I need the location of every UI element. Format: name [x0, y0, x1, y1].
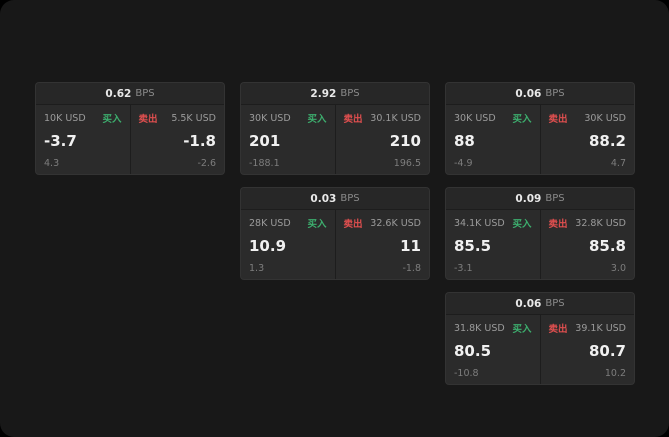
sell-delta: 10.2	[604, 368, 626, 379]
sell-amount: 39.1K USD	[575, 322, 626, 334]
spread-header: 0.09 BPS	[446, 188, 634, 210]
spread-value: 0.62	[105, 87, 132, 100]
bps-unit-label: BPS	[545, 298, 565, 309]
buy-delta: 1.3	[249, 263, 265, 274]
sell-label: 卖出	[343, 114, 363, 125]
buy-panel[interactable]: 30K USD 买入 201 -188.1	[241, 105, 335, 174]
sell-price: 80.7	[588, 342, 626, 360]
sell-label: 卖出	[548, 219, 568, 230]
spread-header: 2.92 BPS	[241, 83, 429, 105]
spread-value: 0.03	[310, 192, 337, 205]
sell-label: 卖出	[138, 114, 158, 125]
spread-header: 0.06 BPS	[446, 83, 634, 105]
sell-price: 85.8	[588, 237, 626, 255]
sell-amount: 32.8K USD	[575, 217, 626, 229]
spread-header: 0.06 BPS	[446, 293, 634, 315]
buy-label: 买入	[307, 114, 327, 125]
spread-header: 0.03 BPS	[241, 188, 429, 210]
sell-delta: 4.7	[610, 158, 626, 169]
sell-label: 卖出	[548, 324, 568, 335]
sell-panel[interactable]: 卖出 30K USD 88.2 4.7	[539, 105, 635, 174]
buy-amount: 28K USD	[249, 217, 291, 229]
sell-amount: 30.1K USD	[370, 112, 421, 124]
sell-amount: 32.6K USD	[370, 217, 421, 229]
sell-price: 11	[400, 237, 421, 255]
quote-card-body: 30K USD 买入 201 -188.1 卖出 30.1K USD 210 1…	[241, 105, 429, 174]
sell-panel[interactable]: 卖出 39.1K USD 80.7 10.2	[539, 315, 635, 384]
sell-amount: 5.5K USD	[171, 112, 216, 124]
bps-unit-label: BPS	[545, 193, 565, 204]
sell-delta: 3.0	[610, 263, 626, 274]
quote-card-body: 34.1K USD 买入 85.5 -3.1 卖出 32.8K USD 85.8…	[446, 210, 634, 279]
sell-panel[interactable]: 卖出 5.5K USD -1.8 -2.6	[129, 105, 225, 174]
buy-price: 88	[454, 132, 475, 150]
buy-amount: 34.1K USD	[454, 217, 505, 229]
quote-card: 2.92 BPS 30K USD 买入 201 -188.1 卖出 30.1K …	[240, 82, 430, 175]
quote-card: 0.62 BPS 10K USD 买入 -3.7 4.3 卖出 5.5K USD	[35, 82, 225, 175]
quote-card-body: 10K USD 买入 -3.7 4.3 卖出 5.5K USD -1.8 -2.…	[36, 105, 224, 174]
sell-panel[interactable]: 卖出 32.8K USD 85.8 3.0	[539, 210, 635, 279]
buy-amount: 31.8K USD	[454, 322, 505, 334]
buy-label: 买入	[307, 219, 327, 230]
buy-panel[interactable]: 30K USD 买入 88 -4.9	[446, 105, 540, 174]
buy-price: -3.7	[44, 132, 77, 150]
sell-delta: -1.8	[402, 263, 421, 274]
buy-delta: -3.1	[454, 263, 473, 274]
buy-label: 买入	[512, 324, 532, 335]
buy-delta: 4.3	[44, 158, 60, 169]
buy-panel[interactable]: 10K USD 买入 -3.7 4.3	[36, 105, 130, 174]
quote-card: 0.06 BPS 31.8K USD 买入 80.5 -10.8 卖出 39.1…	[445, 292, 635, 385]
buy-price: 85.5	[454, 237, 492, 255]
buy-price: 10.9	[249, 237, 287, 255]
buy-amount: 30K USD	[454, 112, 496, 124]
buy-panel[interactable]: 34.1K USD 买入 85.5 -3.1	[446, 210, 540, 279]
sell-price: -1.8	[183, 132, 216, 150]
sell-label: 卖出	[343, 219, 363, 230]
bps-unit-label: BPS	[545, 88, 565, 99]
spread-value: 0.06	[515, 297, 542, 310]
buy-label: 买入	[512, 114, 532, 125]
quote-card: 0.03 BPS 28K USD 买入 10.9 1.3 卖出 32.6K US…	[240, 187, 430, 280]
buy-delta: -188.1	[249, 158, 280, 169]
quote-card: 0.06 BPS 30K USD 买入 88 -4.9 卖出 30K USD	[445, 82, 635, 175]
quote-card-body: 28K USD 买入 10.9 1.3 卖出 32.6K USD 11 -1.8	[241, 210, 429, 279]
sell-delta: -2.6	[197, 158, 216, 169]
spread-header: 0.62 BPS	[36, 83, 224, 105]
buy-panel[interactable]: 28K USD 买入 10.9 1.3	[241, 210, 335, 279]
buy-label: 买入	[102, 114, 122, 125]
buy-label: 买入	[512, 219, 532, 230]
quote-card: 0.09 BPS 34.1K USD 买入 85.5 -3.1 卖出 32.8K…	[445, 187, 635, 280]
buy-amount: 10K USD	[44, 112, 86, 124]
sell-delta: 196.5	[393, 158, 421, 169]
bps-unit-label: BPS	[135, 88, 155, 99]
bps-unit-label: BPS	[340, 88, 360, 99]
buy-price: 201	[249, 132, 281, 150]
spread-value: 2.92	[310, 87, 337, 100]
sell-price: 210	[389, 132, 421, 150]
sell-panel[interactable]: 卖出 32.6K USD 11 -1.8	[334, 210, 430, 279]
buy-delta: -10.8	[454, 368, 479, 379]
quote-card-grid: 0.62 BPS 10K USD 买入 -3.7 4.3 卖出 5.5K USD	[35, 82, 635, 385]
buy-panel[interactable]: 31.8K USD 买入 80.5 -10.8	[446, 315, 540, 384]
spread-value: 0.09	[515, 192, 542, 205]
buy-price: 80.5	[454, 342, 492, 360]
quote-card-body: 30K USD 买入 88 -4.9 卖出 30K USD 88.2 4.7	[446, 105, 634, 174]
spread-value: 0.06	[515, 87, 542, 100]
sell-panel[interactable]: 卖出 30.1K USD 210 196.5	[334, 105, 430, 174]
sell-amount: 30K USD	[584, 112, 626, 124]
buy-amount: 30K USD	[249, 112, 291, 124]
buy-delta: -4.9	[454, 158, 473, 169]
sell-price: 88.2	[588, 132, 626, 150]
sell-label: 卖出	[548, 114, 568, 125]
quote-card-body: 31.8K USD 买入 80.5 -10.8 卖出 39.1K USD 80.…	[446, 315, 634, 384]
bps-unit-label: BPS	[340, 193, 360, 204]
